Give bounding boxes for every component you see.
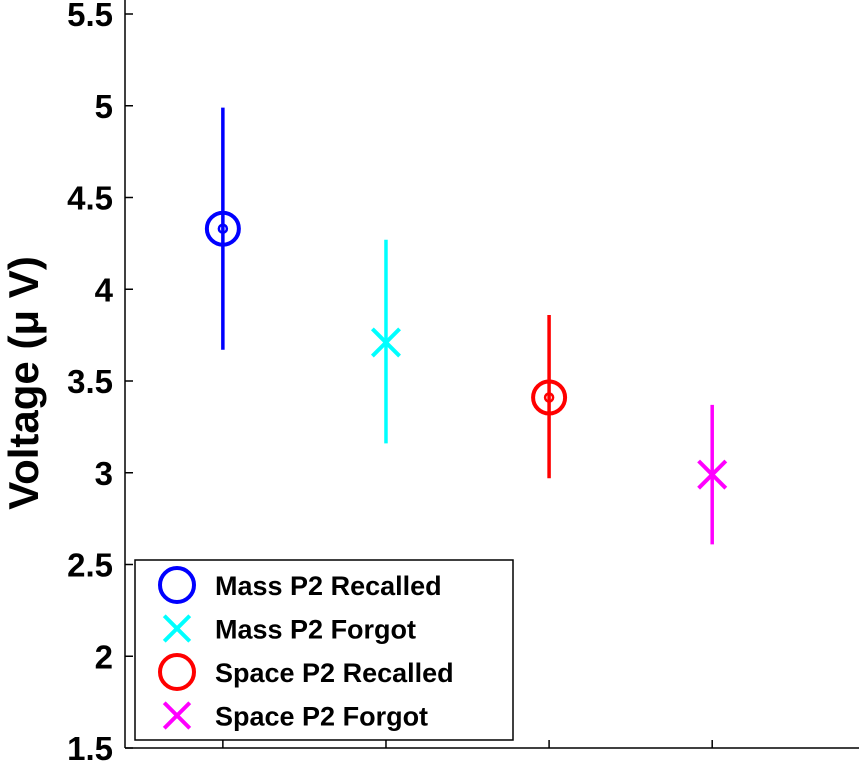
data-point-marker-stroke-b: [697, 459, 728, 490]
y-tick-label: 2: [95, 638, 113, 675]
data-point-marker: [531, 379, 568, 416]
y-axis-label: Voltage (μ V): [0, 256, 47, 510]
legend-label: Mass P2 Recalled: [215, 571, 442, 601]
legend-marker-stroke-b: [162, 614, 192, 643]
x-tick-marks: [222, 740, 713, 748]
data-point-group: [204, 107, 241, 350]
data-point-center: [543, 392, 555, 403]
axes: [124, 0, 859, 749]
y-tick-label: 4: [95, 271, 114, 308]
y-tick-label: 4.5: [67, 180, 113, 217]
y-tick-label: 3: [95, 455, 113, 492]
legend-item: Space P2 Recalled: [158, 653, 454, 691]
legend-label: Space P2 Forgot: [215, 702, 428, 732]
legend-item: Mass P2 Recalled: [158, 566, 442, 604]
data-point-group: [697, 404, 728, 545]
data-point-group: [370, 239, 401, 444]
y-tick-label: 3.5: [67, 363, 113, 400]
data-marks: [204, 107, 728, 545]
legend-item: Space P2 Forgot: [162, 701, 428, 732]
legend-label: Mass P2 Forgot: [215, 615, 416, 645]
y-tick-label: 5: [95, 88, 113, 125]
legend-label: Space P2 Recalled: [215, 658, 454, 688]
legend: Mass P2 Recalled Mass P2 Forgot Space P2 R…: [134, 559, 514, 741]
legend-marker: [158, 566, 196, 604]
data-point-center: [217, 223, 229, 234]
legend-item: Mass P2 Forgot: [162, 614, 416, 645]
y-tick-labels: 1.5 2 2.5 3 3.5 4 4.5 5 5.5: [67, 0, 133, 764]
legend-box: [134, 559, 514, 741]
data-point-marker-stroke-b: [370, 327, 401, 358]
legend-marker: [158, 653, 196, 691]
legend-marker-stroke-b: [162, 701, 192, 730]
y-tick-label: 2.5: [67, 547, 113, 584]
y-tick-label: 5.5: [67, 0, 113, 33]
data-point-group: [531, 314, 568, 479]
y-tick-label: 1.5: [67, 730, 113, 764]
data-point-marker: [204, 210, 241, 247]
